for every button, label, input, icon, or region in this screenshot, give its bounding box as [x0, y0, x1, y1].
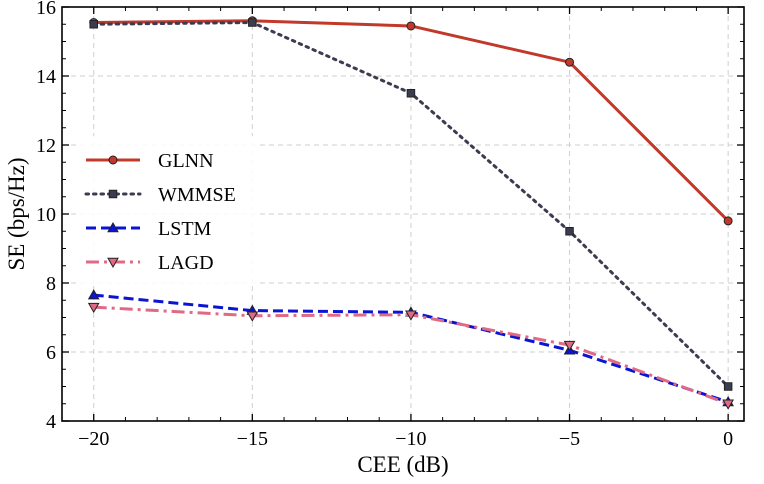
series-lagd: [87, 302, 735, 410]
data-point-wmmse: [89, 20, 98, 29]
series-wmmse: [89, 18, 733, 391]
x-tick-label: −20: [78, 428, 109, 450]
data-point-lagd: [246, 311, 259, 322]
legend-label-lagd: LAGD: [158, 252, 214, 274]
y-tick-label: 6: [46, 342, 56, 364]
data-point-lagd: [563, 340, 576, 352]
legend-item-lstm: LSTM: [86, 218, 212, 240]
x-tick-label: −10: [395, 428, 426, 450]
y-tick-label: 10: [36, 204, 56, 226]
ticks: −20 −15 −10 −5 0 4 6 8 10 12 14 16: [36, 0, 744, 450]
legend-marker-lagd: [107, 257, 119, 269]
data-point-wmmse: [723, 382, 733, 391]
y-tick-label: 12: [36, 135, 56, 157]
x-axis-title: CEE (dB): [357, 452, 448, 477]
data-point-wmmse: [406, 89, 416, 98]
legend: GLNN WMMSE LSTM LAGD: [76, 136, 256, 286]
x-tick-label: −5: [559, 428, 580, 450]
legend-label-glnn: GLNN: [158, 150, 214, 172]
series-layer: [87, 16, 735, 410]
data-point-glnn: [406, 21, 416, 31]
legend-item-wmmse: WMMSE: [84, 184, 236, 206]
y-tick-label: 8: [46, 273, 56, 295]
data-point-lagd: [405, 310, 417, 321]
y-tick-label: 14: [36, 66, 56, 88]
x-tick-label: 0: [723, 428, 733, 450]
legend-item-glnn: GLNN: [86, 150, 214, 172]
data-point-glnn: [723, 216, 733, 226]
legend-marker-lstm: [107, 221, 119, 233]
legend-marker-glnn: [108, 155, 118, 165]
data-point-lagd: [722, 399, 735, 410]
data-point-lstm: [87, 289, 100, 300]
y-axis-title: SE (bps/Hz): [4, 157, 29, 270]
x-tick-label: −15: [237, 428, 268, 450]
data-point-wmmse: [248, 18, 257, 27]
legend-marker-wmmse: [108, 189, 118, 199]
y-tick-label: 16: [36, 0, 56, 19]
data-point-wmmse: [565, 227, 574, 236]
data-point-lagd: [87, 302, 100, 314]
legend-label-wmmse: WMMSE: [158, 184, 236, 206]
legend-label-lstm: LSTM: [158, 218, 212, 240]
data-point-glnn: [565, 57, 575, 67]
y-tick-label: 4: [46, 411, 56, 433]
legend-item-lagd: LAGD: [86, 252, 214, 274]
